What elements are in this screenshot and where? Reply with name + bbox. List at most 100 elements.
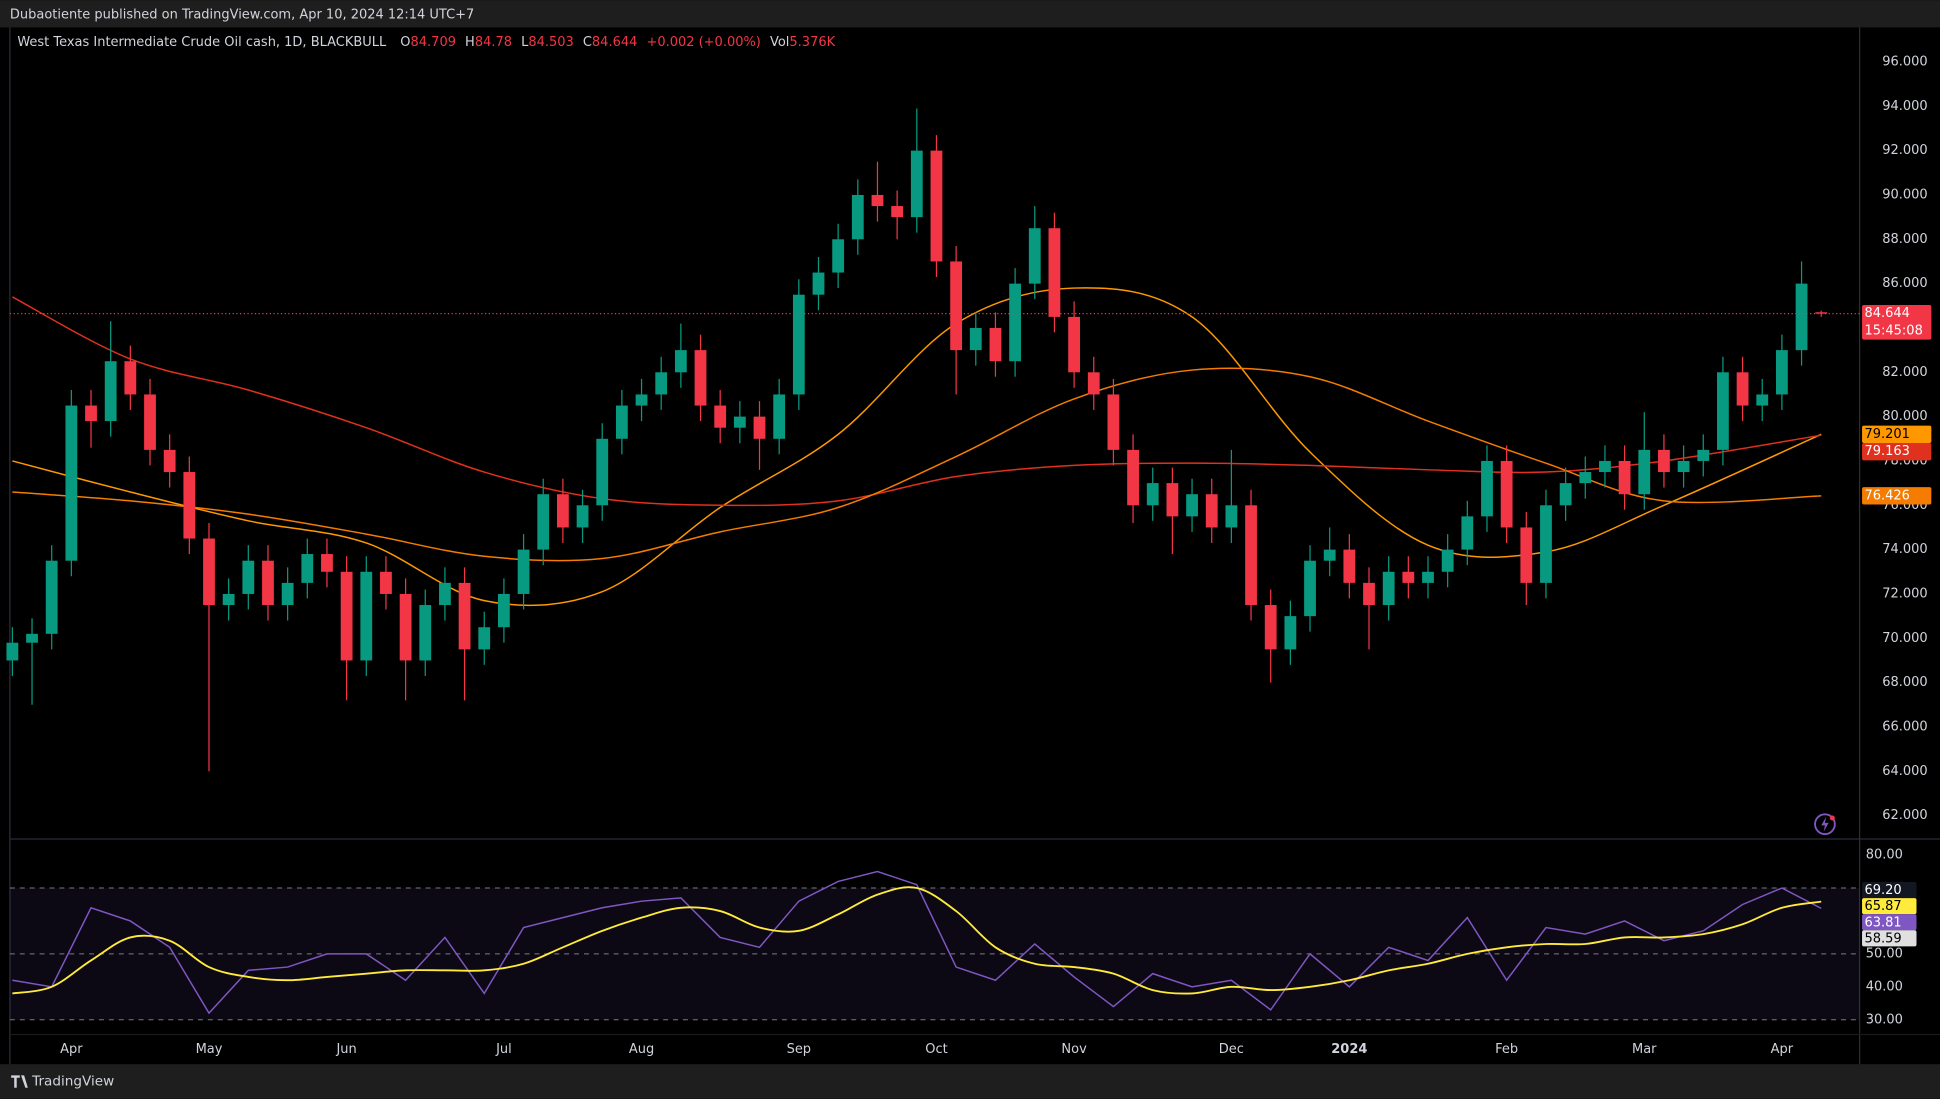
candle-body bbox=[1756, 394, 1769, 406]
candle-body bbox=[399, 593, 412, 661]
candle-body bbox=[1520, 527, 1533, 583]
candle-body bbox=[1363, 582, 1375, 606]
moving-average-line bbox=[12, 287, 1822, 607]
candle-body bbox=[1638, 449, 1651, 495]
candle-body bbox=[1087, 372, 1100, 395]
price-tick-label: 94.000 bbox=[1882, 99, 1927, 114]
ohlc-letter: H bbox=[465, 35, 475, 50]
candle-body bbox=[1028, 228, 1041, 284]
candle-body bbox=[1186, 494, 1198, 517]
price-label-box bbox=[1862, 881, 1917, 899]
candle-body bbox=[792, 294, 805, 395]
candle-body bbox=[1205, 494, 1218, 528]
time-tick-label: 2024 bbox=[1331, 1042, 1367, 1057]
moving-average-line bbox=[12, 296, 1822, 507]
candle-body bbox=[6, 642, 19, 661]
candle-body bbox=[733, 416, 746, 428]
candle-body bbox=[1618, 460, 1631, 495]
candle-body bbox=[1776, 350, 1788, 395]
candle-body bbox=[1677, 460, 1690, 473]
candle-body bbox=[910, 150, 923, 218]
price-label: 63.81 bbox=[1865, 915, 1902, 930]
candle-body bbox=[478, 627, 491, 650]
candle-body bbox=[45, 560, 58, 634]
candle-body bbox=[458, 582, 471, 650]
price-label-box bbox=[1862, 487, 1932, 505]
candle-body bbox=[1697, 449, 1710, 461]
candle-body bbox=[615, 405, 628, 439]
candle-body bbox=[65, 405, 78, 561]
candle-body bbox=[144, 394, 156, 450]
ohlc-value: 84.709 bbox=[411, 35, 456, 50]
candle-body bbox=[104, 361, 117, 422]
rsi-tick-label: 40.00 bbox=[1866, 979, 1903, 994]
price-label: 65.87 bbox=[1865, 899, 1902, 914]
candle-body bbox=[1559, 483, 1572, 506]
rsi-line bbox=[12, 870, 1822, 1015]
time-tick-label: Jun bbox=[335, 1042, 356, 1057]
candle-body bbox=[635, 394, 648, 406]
candle-body bbox=[753, 416, 766, 439]
candle-body bbox=[281, 582, 294, 606]
ohlc-letter: L bbox=[521, 35, 529, 50]
candle-body bbox=[773, 394, 786, 439]
candle-body bbox=[340, 571, 353, 661]
alert-icon[interactable] bbox=[1814, 813, 1836, 835]
candle-body bbox=[1795, 283, 1808, 351]
candle-body bbox=[1009, 283, 1022, 362]
candle-body bbox=[321, 554, 333, 572]
rsi-tick-label: 50.00 bbox=[1866, 946, 1903, 961]
rsi-ma-line bbox=[12, 886, 1822, 995]
price-label: 69.20 bbox=[1865, 883, 1902, 898]
ohlc-value: 84.644 bbox=[592, 35, 637, 50]
brand-name[interactable]: TradingView bbox=[31, 1074, 114, 1090]
candle-body bbox=[1107, 394, 1120, 450]
ohlc-letter: O bbox=[400, 35, 410, 50]
price-label: 79.163 bbox=[1865, 444, 1910, 459]
candle-body bbox=[969, 327, 982, 351]
time-tick-label: May bbox=[196, 1042, 223, 1057]
candle-body bbox=[85, 405, 97, 422]
candle-body bbox=[1343, 549, 1356, 583]
price-tick-label: 66.000 bbox=[1882, 719, 1927, 734]
bottom-bar bbox=[0, 1064, 1940, 1099]
candle-body bbox=[1579, 472, 1592, 484]
candle-body bbox=[380, 571, 392, 594]
price-tick-label: 86.000 bbox=[1882, 276, 1927, 291]
time-tick-label: Oct bbox=[925, 1042, 947, 1057]
candle-body bbox=[1815, 312, 1828, 314]
price-tick-label: 80.000 bbox=[1882, 409, 1927, 424]
publisher-info: Dubaotiente published on TradingView.com… bbox=[10, 8, 474, 23]
candle-body bbox=[1658, 449, 1670, 473]
price-label-box bbox=[1862, 898, 1917, 915]
legend: West Texas Intermediate Crude Oil cash, … bbox=[17, 35, 835, 50]
symbol-title: West Texas Intermediate Crude Oil cash, … bbox=[17, 35, 387, 50]
time-tick-label: Feb bbox=[1495, 1042, 1518, 1057]
price-tick-label: 82.000 bbox=[1882, 365, 1927, 380]
candle-body bbox=[1599, 460, 1611, 473]
candle-body bbox=[1323, 549, 1336, 561]
candle-body bbox=[1481, 460, 1493, 517]
price-tick-label: 88.000 bbox=[1882, 232, 1927, 247]
candle-body bbox=[1127, 449, 1139, 506]
price-label-box bbox=[1862, 425, 1932, 443]
time-tick-label: Mar bbox=[1632, 1042, 1657, 1057]
rsi-tick-label: 80.00 bbox=[1866, 848, 1903, 863]
price-tick-label: 74.000 bbox=[1882, 542, 1927, 557]
candle-body bbox=[596, 438, 609, 506]
candle-body bbox=[301, 554, 314, 583]
candle-body bbox=[262, 560, 274, 606]
candle-body bbox=[851, 194, 864, 240]
time-tick-label: Nov bbox=[1061, 1042, 1087, 1057]
price-tick-label: 70.000 bbox=[1882, 631, 1927, 646]
price-tick-label: 90.000 bbox=[1882, 187, 1927, 202]
candle-body bbox=[1166, 483, 1179, 517]
candle-body bbox=[124, 361, 137, 395]
countdown-label: 15:45:08 bbox=[1865, 324, 1923, 339]
volume-value: 5.376K bbox=[789, 35, 835, 50]
candle-body bbox=[1146, 483, 1159, 506]
candle-body bbox=[498, 593, 510, 628]
time-tick-label: Dec bbox=[1219, 1042, 1244, 1057]
top-bar bbox=[0, 0, 1940, 28]
